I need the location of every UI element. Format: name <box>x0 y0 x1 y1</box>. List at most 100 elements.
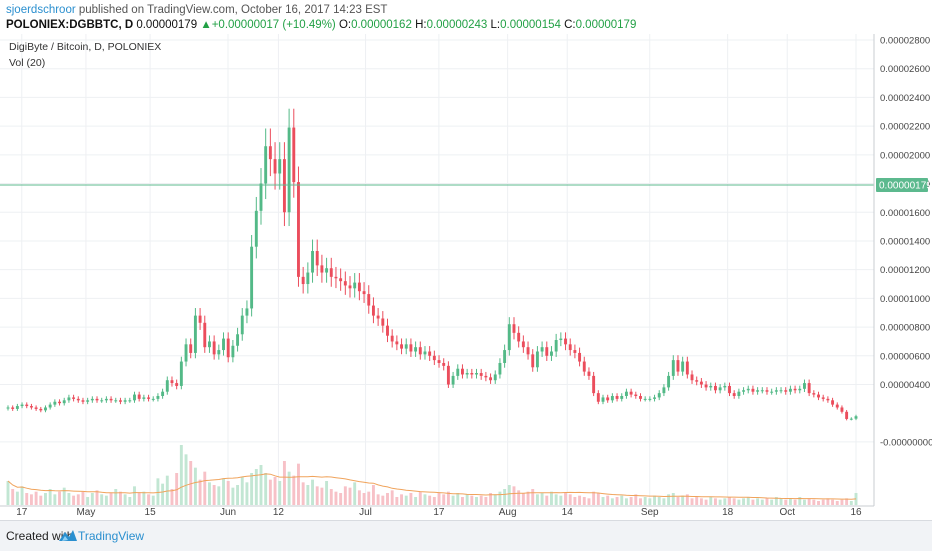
candle-body <box>240 315 244 335</box>
volume-bar <box>845 498 849 505</box>
volume-bar <box>550 491 553 505</box>
volume-bar <box>437 493 441 505</box>
candle-body <box>34 407 38 409</box>
chart-background <box>0 34 932 520</box>
volume-bar <box>601 497 605 505</box>
candle-body <box>596 393 600 402</box>
volume-bar <box>803 499 806 505</box>
high-label: H: <box>415 19 427 31</box>
candle-body <box>109 398 113 401</box>
candle-body <box>531 354 535 368</box>
candle-body <box>667 375 671 388</box>
volume-bar <box>48 489 52 505</box>
volume-bar <box>386 493 389 505</box>
candle-body <box>404 344 408 349</box>
candle-body <box>137 394 141 399</box>
time-axis[interactable]: 17 May 15 Jun 12 Jul 17 Aug 14 Sep 18 Oct 16 <box>16 507 862 518</box>
candle-body <box>601 397 605 402</box>
volume-bar <box>287 471 291 505</box>
candle-body <box>39 408 43 411</box>
candle-body <box>770 391 774 393</box>
price-tick-label: 0.00000800 <box>880 323 930 334</box>
volume-bar <box>325 481 329 505</box>
candle-body <box>840 407 844 412</box>
volume-bar <box>793 499 797 505</box>
volume-bar <box>109 493 113 505</box>
candle-body <box>315 251 319 266</box>
tradingview-brand[interactable]: TradingView <box>78 529 145 543</box>
candle-body <box>371 305 375 316</box>
candle-body <box>681 361 685 372</box>
volume-bar <box>770 499 774 505</box>
volume-bar <box>114 489 118 505</box>
author-link[interactable]: sjoerdschroor <box>6 4 76 16</box>
volume-bar <box>184 454 188 505</box>
volume-bar <box>657 497 661 505</box>
high-value: 0.00000243 <box>426 19 488 31</box>
volume-bar <box>713 498 717 505</box>
candle-body <box>128 400 132 402</box>
volume-bar <box>671 493 675 505</box>
volume-bar <box>367 491 371 505</box>
volume-bar <box>470 495 474 505</box>
volume-bars <box>6 445 858 505</box>
candle-body <box>320 265 324 273</box>
candle-body <box>643 398 647 400</box>
candle-body <box>306 272 310 285</box>
candle-body <box>292 127 296 183</box>
candle-body <box>86 400 90 402</box>
volume-bar <box>592 491 596 505</box>
volume-bar <box>732 498 736 505</box>
volume-bar <box>479 495 483 505</box>
volume-bar <box>329 489 333 505</box>
volume-bar <box>512 486 516 505</box>
candle-body <box>592 375 596 394</box>
time-tick-label: 12 <box>273 507 285 518</box>
price-axis[interactable]: 0.00002800 0.00002600 0.00002400 0.00002200… <box>880 36 932 449</box>
candle-body <box>231 345 235 358</box>
candle-body <box>498 362 502 375</box>
volume-bar <box>681 495 685 505</box>
volume-bar <box>432 497 436 505</box>
volume-bar <box>807 498 811 505</box>
candle-body <box>526 347 530 355</box>
volume-bar <box>362 493 366 505</box>
candle-body <box>765 390 769 392</box>
volume-legend: Vol (20) <box>9 57 45 69</box>
price-chart-svg[interactable]: 0.00002800 0.00002600 0.00002400 0.00002200… <box>0 34 932 520</box>
candle-body <box>11 407 15 409</box>
candle-body <box>803 383 806 389</box>
candle-body <box>475 373 478 375</box>
chart-area[interactable]: 0.00002800 0.00002600 0.00002400 0.00002200… <box>0 34 932 520</box>
open-value: 0.00000162 <box>351 19 412 31</box>
time-tick-label: Aug <box>499 507 517 518</box>
volume-bar <box>648 498 652 505</box>
candle-body <box>217 350 221 355</box>
candle-body <box>118 400 122 402</box>
volume-bar <box>301 482 305 505</box>
candle-body <box>198 315 202 323</box>
candle-body <box>423 351 427 355</box>
volume-bar <box>568 494 572 505</box>
volume-bar <box>493 494 497 505</box>
candle-body <box>442 362 446 366</box>
candle-body <box>287 127 291 213</box>
volume-bar <box>629 497 633 505</box>
volume-bar <box>788 498 792 505</box>
volume-bar <box>821 499 825 505</box>
low-value: 0.00000154 <box>500 19 561 31</box>
candle-body <box>81 400 85 402</box>
candle-body <box>713 385 717 391</box>
volume-bar <box>662 498 666 505</box>
candle-body <box>845 411 849 419</box>
candle-body <box>784 390 788 392</box>
candle-body <box>470 373 474 375</box>
last-price-box <box>876 177 928 192</box>
volume-bar <box>189 461 193 505</box>
volume-bar <box>723 498 727 505</box>
volume-bar <box>376 494 380 505</box>
tradingview-logo-icon[interactable] <box>58 527 78 543</box>
volume-bar <box>615 497 619 505</box>
last-price-tag: 0.00000179 <box>876 177 932 192</box>
volume-bar <box>484 497 488 505</box>
